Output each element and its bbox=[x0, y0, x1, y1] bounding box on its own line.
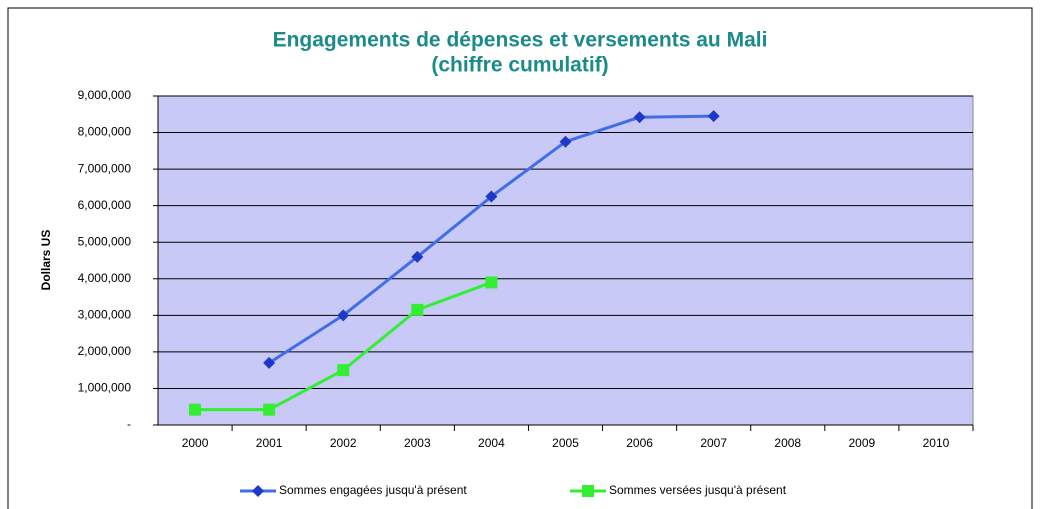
y-tick-label: 7,000,000 bbox=[78, 161, 132, 175]
y-tick-label: 8,000,000 bbox=[78, 125, 132, 139]
y-tick-label: 6,000,000 bbox=[78, 198, 132, 212]
y-tick-label: 9,000,000 bbox=[78, 88, 132, 102]
legend-label: Sommes versées jusqu'à présent bbox=[609, 483, 787, 497]
legend-label: Sommes engagées jusqu'à présent bbox=[279, 483, 467, 497]
marker bbox=[189, 403, 202, 416]
x-tick-label: 2010 bbox=[923, 436, 950, 450]
y-tick-label: - bbox=[127, 417, 131, 431]
x-tick-label: 2002 bbox=[330, 436, 357, 450]
x-tick-label: 2000 bbox=[182, 436, 209, 450]
chart-title: Engagements de dépenses et versements au… bbox=[273, 29, 768, 52]
chart-subtitle: (chiffre cumulatif) bbox=[431, 54, 608, 77]
y-tick-label: 5,000,000 bbox=[78, 234, 132, 248]
marker bbox=[411, 303, 424, 316]
frame bbox=[7, 7, 1033, 509]
marker bbox=[337, 364, 350, 377]
x-tick-label: 2003 bbox=[404, 436, 431, 450]
x-tick-label: 2008 bbox=[774, 436, 801, 450]
legend-marker bbox=[582, 485, 594, 497]
marker bbox=[633, 111, 646, 124]
x-tick-label: 2001 bbox=[256, 436, 283, 450]
marker bbox=[411, 250, 424, 263]
y-tick-label: 4,000,000 bbox=[78, 271, 132, 285]
y-tick-label: 3,000,000 bbox=[78, 308, 132, 322]
marker bbox=[263, 356, 276, 369]
marker bbox=[485, 190, 498, 203]
marker bbox=[263, 403, 276, 416]
marker bbox=[337, 309, 350, 322]
x-tick-label: 2005 bbox=[552, 436, 579, 450]
y-tick-label: 1,000,000 bbox=[78, 381, 132, 395]
marker bbox=[707, 110, 720, 123]
x-tick-label: 2007 bbox=[700, 436, 727, 450]
y-tick-label: 2,000,000 bbox=[78, 344, 132, 358]
x-tick-label: 2006 bbox=[626, 436, 653, 450]
y-axis-label: Dollars US bbox=[39, 230, 53, 291]
x-tick-label: 2004 bbox=[478, 436, 505, 450]
x-tick-label: 2009 bbox=[849, 436, 876, 450]
marker bbox=[559, 135, 572, 148]
marker bbox=[485, 276, 498, 289]
legend-marker bbox=[252, 485, 264, 497]
